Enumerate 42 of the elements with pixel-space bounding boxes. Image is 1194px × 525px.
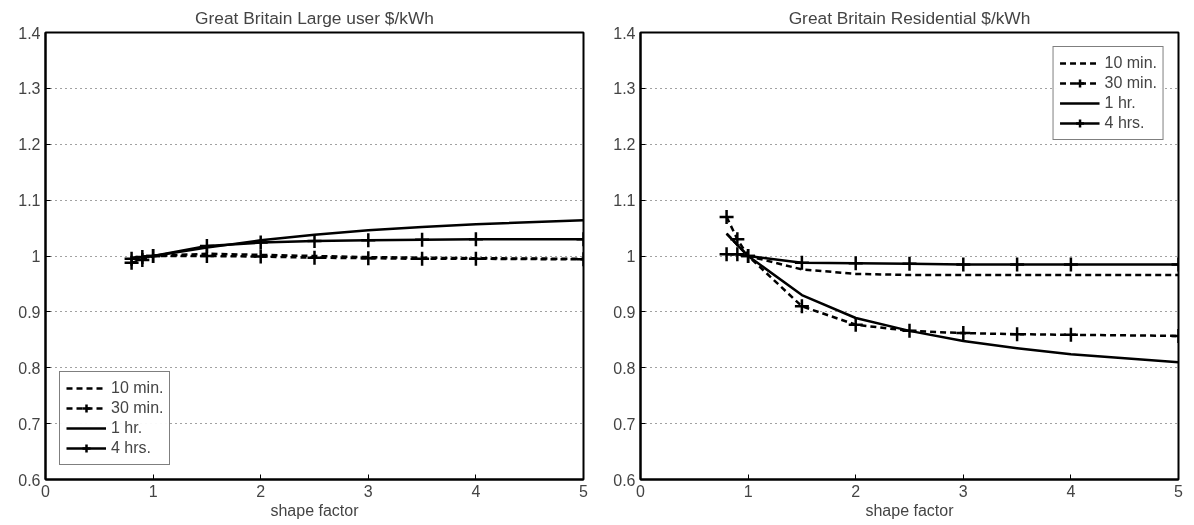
y-tick-label: 0.6 xyxy=(613,471,636,489)
y-tick-label: 0.8 xyxy=(18,359,41,377)
y-tick-label: 1 xyxy=(626,248,636,265)
chart-title: Great Britain Residential $/kWh xyxy=(788,7,1031,28)
x-tick-label: 3 xyxy=(958,482,968,500)
x-tick-label: 3 xyxy=(363,482,373,500)
y-tick-label: 0.7 xyxy=(613,415,636,433)
x-tick-label: 4 xyxy=(1066,482,1076,500)
legend-label: 30 min. xyxy=(111,399,164,417)
legend-label: 10 min. xyxy=(1104,54,1157,72)
x-tick-label: 1 xyxy=(743,482,753,500)
y-tick-label: 1.1 xyxy=(18,192,41,210)
x-tick-label: 5 xyxy=(579,482,589,500)
y-tick-label: 1.3 xyxy=(18,80,41,98)
y-tick-label: 0.8 xyxy=(613,359,636,377)
x-tick-label: 1 xyxy=(148,482,158,500)
y-tick-label: 1.3 xyxy=(613,80,636,98)
x-tick-label: 4 xyxy=(471,482,481,500)
y-tick-label: 0.7 xyxy=(18,415,41,433)
legend-label: 4 hrs. xyxy=(1104,114,1145,132)
y-tick-label: 1.2 xyxy=(18,136,41,154)
legend-label: 1 hr. xyxy=(1104,94,1136,112)
y-tick-label: 0.9 xyxy=(18,303,41,321)
y-tick-label: 1.1 xyxy=(613,192,636,210)
x-axis-title: shape factor xyxy=(270,501,360,519)
y-tick-label: 1 xyxy=(31,248,41,265)
y-tick-label: 0.9 xyxy=(613,303,636,321)
x-axis-title: shape factor xyxy=(865,501,955,519)
y-tick-label: 1.4 xyxy=(613,24,636,42)
legend-label: 1 hr. xyxy=(111,419,143,437)
x-tick-label: 2 xyxy=(851,482,861,500)
legend-label: 10 min. xyxy=(111,379,164,397)
x-tick-label: 2 xyxy=(256,482,266,500)
y-tick-label: 1.4 xyxy=(18,24,41,42)
x-tick-label: 5 xyxy=(1174,482,1184,500)
x-tick-label: 0 xyxy=(636,482,646,500)
y-tick-label: 0.6 xyxy=(18,471,41,489)
chart-title: Great Britain Large user $/kWh xyxy=(195,7,434,28)
x-tick-label: 0 xyxy=(41,482,51,500)
legend-label: 4 hrs. xyxy=(111,439,152,457)
y-tick-label: 1.2 xyxy=(613,136,636,154)
legend-label: 30 min. xyxy=(1104,74,1157,92)
